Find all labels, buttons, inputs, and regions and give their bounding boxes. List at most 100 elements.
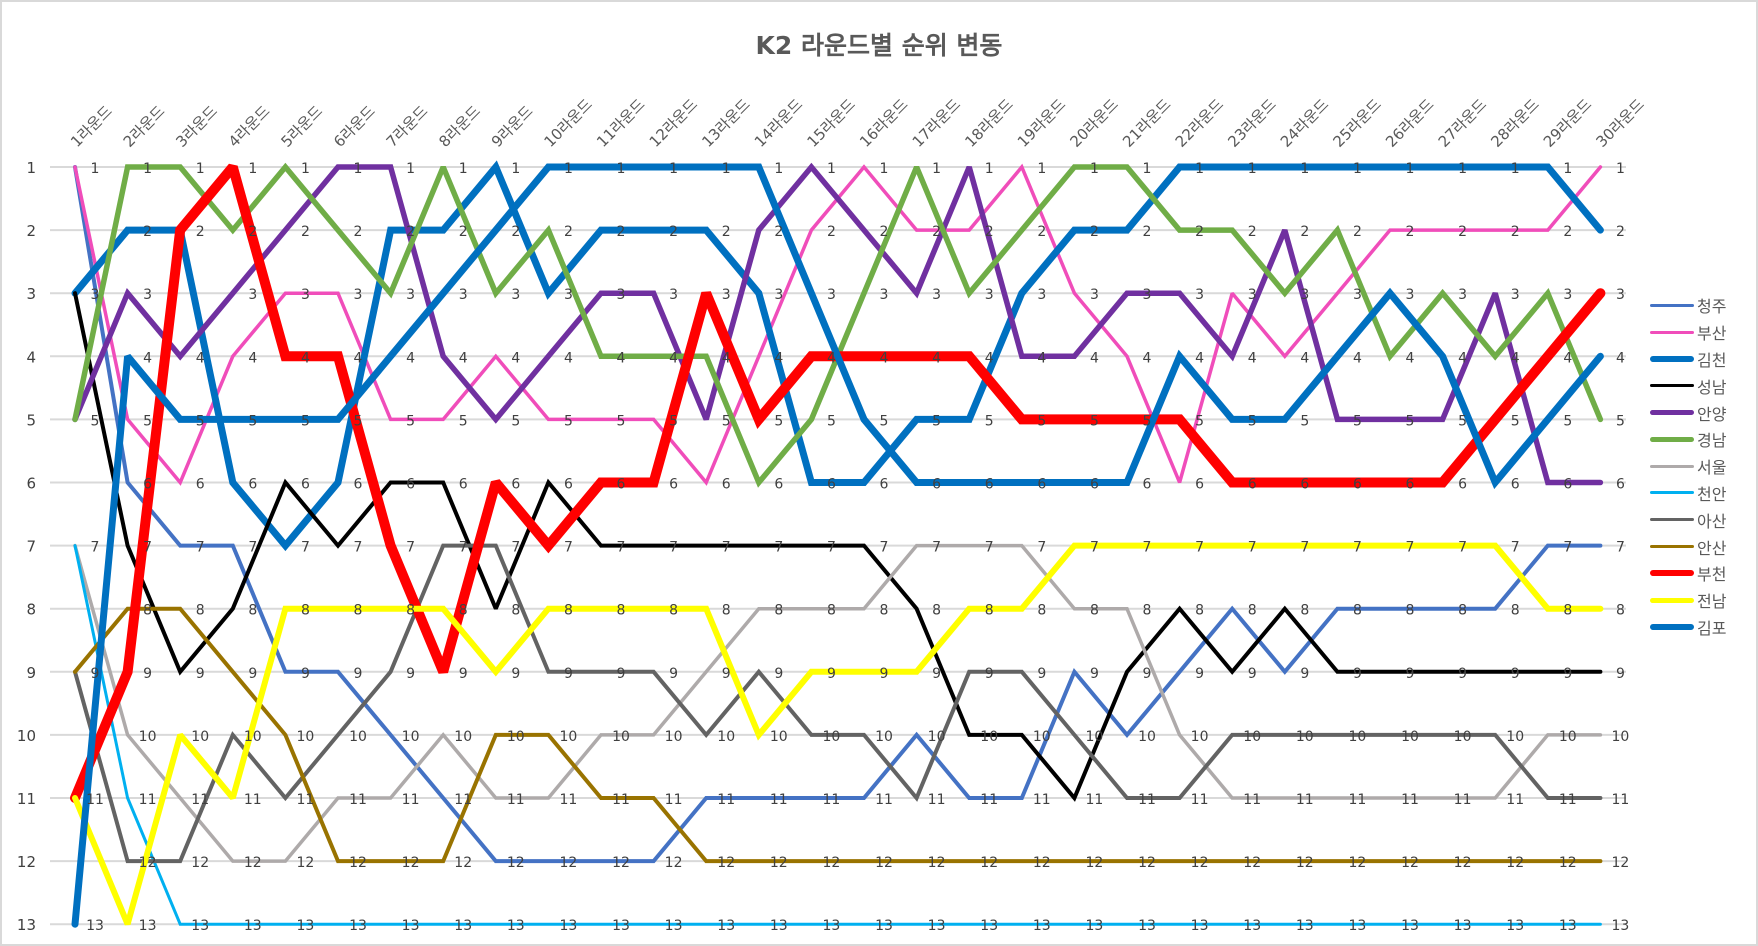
legend-item[interactable]: 전남: [1650, 587, 1726, 614]
data-label: 6: [1406, 477, 1415, 493]
data-label: 9: [91, 666, 100, 682]
data-label: 7: [774, 540, 783, 556]
data-label: 6: [827, 477, 836, 493]
data-label: 3: [91, 287, 100, 303]
data-label: 8: [1458, 603, 1467, 619]
data-label: 13: [928, 918, 946, 934]
data-label: 6: [1300, 477, 1309, 493]
data-label: 4: [1406, 350, 1415, 366]
series-line-1[interactable]: [73, 163, 1603, 486]
data-label: 6: [143, 477, 152, 493]
series-line-11[interactable]: [72, 542, 1604, 926]
data-label: 13: [296, 918, 314, 934]
data-label: 12: [402, 855, 420, 871]
data-label: 13: [402, 918, 420, 934]
y-tick-label: 1: [26, 159, 36, 177]
data-label: 4: [774, 350, 783, 366]
data-label: 8: [459, 603, 468, 619]
data-label: 13: [139, 918, 157, 934]
data-label: 9: [932, 666, 941, 682]
data-label: 5: [354, 413, 363, 429]
data-label: 1: [1511, 161, 1520, 177]
data-label: 13: [1138, 918, 1156, 934]
data-label: 5: [143, 413, 152, 429]
legend-item[interactable]: 성남: [1650, 372, 1726, 399]
data-label: 13: [244, 918, 262, 934]
series-line-4[interactable]: [72, 162, 1604, 486]
data-label: 5: [248, 413, 257, 429]
data-label: 1: [459, 161, 468, 177]
data-label: 13: [86, 918, 104, 934]
data-label: 13: [454, 918, 472, 934]
data-label: 5: [1353, 413, 1362, 429]
series-line-7[interactable]: [73, 544, 1602, 926]
data-label: 3: [1143, 287, 1152, 303]
data-label: 1: [1458, 161, 1467, 177]
data-label: 10: [402, 729, 420, 745]
data-label: 3: [564, 287, 573, 303]
data-label: 4: [1563, 350, 1572, 366]
data-label: 12: [822, 855, 840, 871]
series-line-12[interactable]: [71, 163, 1604, 928]
series-line-6[interactable]: [73, 543, 1603, 863]
data-label: 5: [406, 413, 415, 429]
data-label: 4: [143, 350, 152, 366]
data-label: 5: [1037, 413, 1046, 429]
data-label: 4: [1248, 350, 1257, 366]
data-label: 12: [1348, 855, 1366, 871]
legend-item[interactable]: 김포: [1650, 614, 1726, 641]
data-label: 8: [511, 603, 520, 619]
data-label: 4: [354, 350, 363, 366]
data-label: 11: [1296, 792, 1314, 808]
data-label: 8: [617, 603, 626, 619]
data-label: 1: [91, 161, 100, 177]
series-line-5[interactable]: [72, 162, 1604, 488]
data-label: 13: [612, 918, 630, 934]
series-line-9[interactable]: [73, 606, 1603, 864]
data-label: 5: [1511, 413, 1520, 429]
series-line-8[interactable]: [73, 543, 1603, 864]
data-label: 7: [91, 540, 100, 556]
x-tick-label: 18라운드: [961, 95, 1017, 151]
legend-item[interactable]: 안양: [1650, 399, 1726, 426]
data-label: 3: [459, 287, 468, 303]
data-label: 8: [1195, 603, 1204, 619]
data-label: 6: [985, 477, 994, 493]
data-label: 10: [612, 729, 630, 745]
series-line-2[interactable]: [71, 160, 1604, 552]
y-tick-label: 7: [26, 538, 36, 556]
data-label: 6: [301, 477, 310, 493]
data-label: 6: [1037, 477, 1046, 493]
x-tick-label: 2라운드: [120, 102, 169, 151]
data-label: 13: [1559, 918, 1577, 934]
legend-item[interactable]: 경남: [1650, 426, 1726, 453]
data-label: 9: [880, 666, 889, 682]
legend-item[interactable]: 아산: [1650, 506, 1726, 533]
data-label: 3: [1458, 287, 1467, 303]
legend-item[interactable]: 안산: [1650, 533, 1726, 560]
data-label: 11: [454, 792, 472, 808]
y-tick-label: 4: [26, 348, 36, 366]
legend-item[interactable]: 천안: [1650, 480, 1726, 507]
data-label: 4: [1616, 350, 1625, 366]
data-label: 3: [722, 287, 731, 303]
data-label: 6: [1248, 477, 1257, 493]
data-label: 8: [196, 603, 205, 619]
data-label: 1: [143, 161, 152, 177]
data-label: 4: [617, 350, 626, 366]
data-label: 13: [1611, 918, 1629, 934]
series-line-0[interactable]: [73, 165, 1603, 864]
legend-item[interactable]: 부천: [1650, 560, 1726, 587]
chart-title: K2 라운드별 순위 변동: [755, 31, 1003, 60]
legend-item[interactable]: 청주: [1650, 292, 1726, 319]
x-tick-label: 4라운드: [225, 102, 274, 151]
data-label: 12: [191, 855, 209, 871]
data-label: 7: [1300, 540, 1309, 556]
data-label: 4: [1511, 350, 1520, 366]
data-label: 1: [774, 161, 783, 177]
legend-item[interactable]: 김천: [1650, 346, 1726, 373]
legend-item[interactable]: 부산: [1650, 319, 1726, 346]
legend-item[interactable]: 서울: [1650, 453, 1726, 480]
series-line-3[interactable]: [73, 291, 1603, 802]
data-label: 5: [1143, 413, 1152, 429]
